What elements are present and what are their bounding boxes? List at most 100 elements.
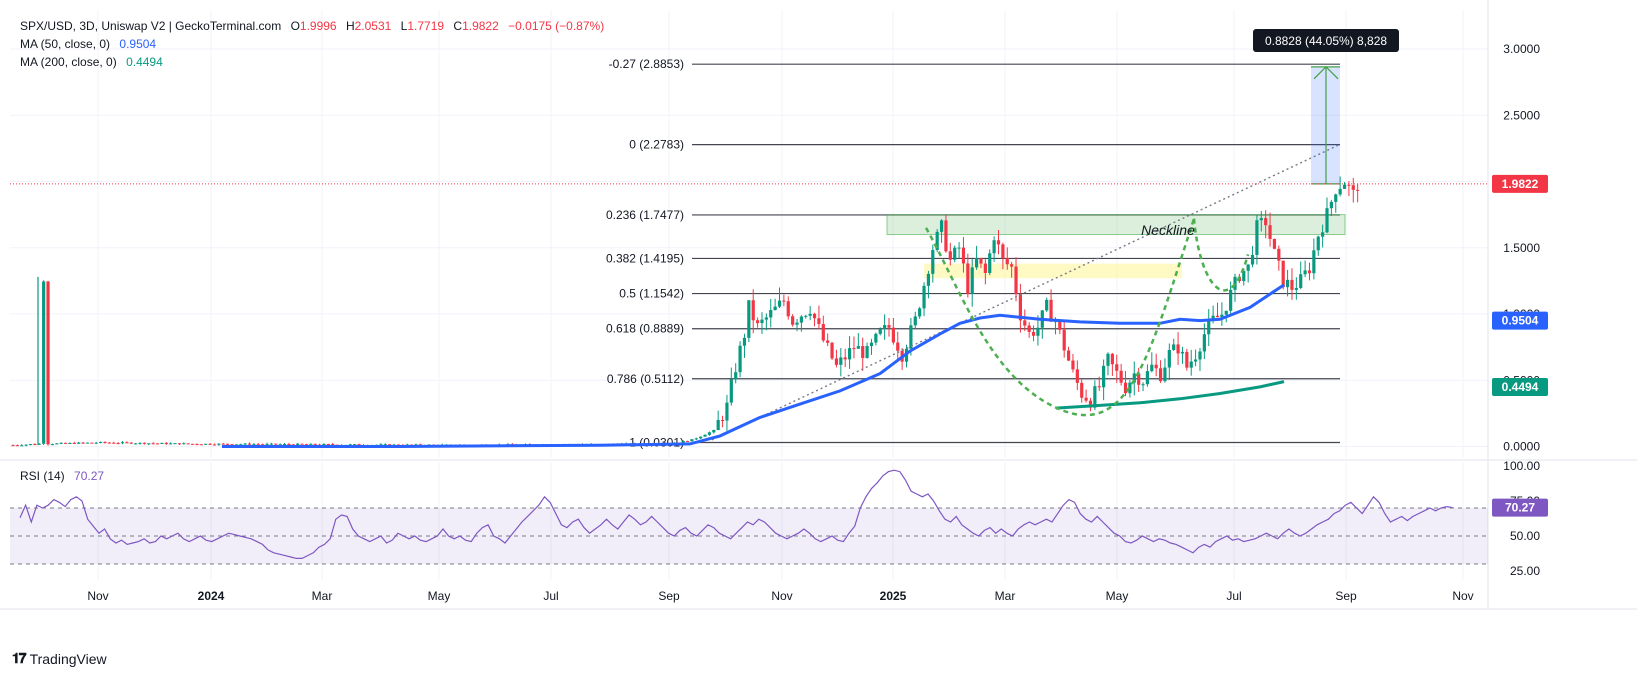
candle-body (99, 441, 103, 443)
candle-body (878, 329, 882, 334)
handle-curve (1192, 218, 1250, 292)
candle-body (1062, 329, 1066, 351)
candle-body (11, 445, 15, 447)
candle-body (777, 300, 782, 307)
candle-body (909, 325, 913, 349)
candle-body (1001, 244, 1005, 258)
price-badge-label: 0.9504 (1502, 314, 1539, 328)
candle-body (107, 442, 111, 444)
fib-level-label: 0.786 (0.5112) (607, 372, 684, 386)
candle-body (1010, 264, 1014, 267)
candle-body (204, 443, 208, 445)
candle-body (125, 442, 129, 444)
high-value-group: H2.0531 (346, 19, 391, 33)
candle-body (812, 313, 817, 319)
price-badges: 1.9822 0.9504 0.4494 70.27 (10, 174, 1548, 517)
candle-body (90, 442, 94, 444)
candle-body (348, 444, 352, 446)
candle-body (151, 443, 155, 445)
candle-body (278, 444, 282, 446)
candle-body (760, 319, 764, 324)
candle-body (804, 315, 808, 317)
candle-body (834, 358, 839, 365)
ma50-value: 0.9504 (119, 37, 157, 51)
candle-body (1255, 220, 1259, 255)
candle-body (922, 285, 926, 309)
tradingview-logo-icon: 𝟏𝟕 (12, 650, 27, 666)
candle-body (388, 444, 392, 446)
candle-body (1250, 254, 1255, 265)
ma50-legend[interactable]: MA (50, close, 0) 0.9504 (20, 36, 156, 52)
symbol-title: SPX/USD, 3D, Uniswap V2 | GeckoTerminal.… (20, 19, 282, 33)
candle-body (808, 313, 812, 316)
candle-body (992, 240, 996, 254)
candle-body (1005, 257, 1009, 265)
price-tick-label: 0.0000 (1503, 440, 1540, 454)
candle-body (1137, 373, 1141, 385)
candle-body (1334, 194, 1338, 202)
candle-body (1049, 299, 1053, 322)
candle-body (313, 443, 317, 445)
low-value: 1.7719 (407, 19, 445, 33)
open-value-group: O1.9996 (291, 19, 337, 33)
symbol-legend[interactable]: SPX/USD, 3D, Uniswap V2 | GeckoTerminal.… (20, 18, 604, 34)
candle-body (764, 317, 768, 320)
candle-body (742, 337, 747, 346)
time-tick-label: May (1106, 589, 1129, 603)
candle-body (72, 442, 76, 444)
high-value: 2.0531 (354, 19, 392, 33)
rsi-legend[interactable]: RSI (14) 70.27 (20, 468, 104, 484)
candle-body (847, 348, 852, 360)
rsi-tick-label: 25.00 (1510, 564, 1540, 578)
ma50-label: MA (50, close, 0) (20, 37, 111, 51)
candle-body (1224, 310, 1228, 315)
tradingview-brand[interactable]: 𝟏𝟕 TradingView (12, 650, 107, 667)
price-badge (1492, 377, 1548, 396)
candle-body (103, 441, 107, 443)
candle-body (1066, 350, 1071, 361)
candle-body (975, 258, 979, 268)
rsi-badge (1492, 498, 1548, 517)
candle-body (300, 443, 304, 445)
neckline-label: Neckline (1141, 222, 1195, 238)
cup-curve (924, 218, 1196, 417)
candle-body (1132, 373, 1136, 383)
price-range-measure[interactable]: 0.8828 (44.05%) 8,828 (1253, 29, 1399, 185)
trend-line (711, 143, 1341, 441)
candle-body (1303, 270, 1307, 275)
ma200-line (1055, 380, 1285, 410)
candle-body (856, 346, 860, 349)
candle-body (1272, 238, 1277, 249)
ma200-legend[interactable]: MA (200, close, 0) 0.4494 (20, 54, 163, 70)
candle-body (983, 263, 987, 273)
candle-body (142, 442, 146, 444)
candle-body (20, 445, 24, 447)
candle-body (1036, 327, 1040, 336)
time-tick-label: Sep (1335, 589, 1357, 603)
candle-body (948, 251, 952, 260)
candle-body (703, 434, 707, 437)
candle-body (966, 263, 970, 294)
candle-body (1058, 321, 1062, 330)
candle-body (843, 357, 847, 360)
candle-body (1084, 397, 1088, 401)
candle-body (269, 443, 274, 445)
candle-body (891, 327, 895, 343)
candle-body (208, 443, 212, 445)
rsi-label: RSI (14) (20, 469, 65, 483)
candle-body (68, 442, 72, 444)
moving-averages (222, 283, 1285, 448)
candle-body (817, 318, 821, 325)
candle-body (221, 443, 225, 445)
rsi-tick-label: 50.00 (1510, 529, 1540, 543)
fib-level-label: -0.27 (2.8853) (609, 57, 684, 71)
candle-body (63, 442, 68, 444)
price-axis[interactable]: 0.00000.50001.00001.50002.00002.50003.00… (1503, 42, 1540, 578)
time-axis[interactable]: Nov 2024 Mar May Jul Sep Nov 2025 Mar May Jul Sep No… (87, 589, 1473, 603)
candle-body (821, 324, 825, 341)
candle-body (1093, 386, 1097, 408)
time-tick-label: Mar (995, 589, 1016, 603)
measure-tooltip-text: 0.8828 (44.05%) 8,828 (1265, 34, 1387, 48)
candle-body (734, 372, 738, 380)
